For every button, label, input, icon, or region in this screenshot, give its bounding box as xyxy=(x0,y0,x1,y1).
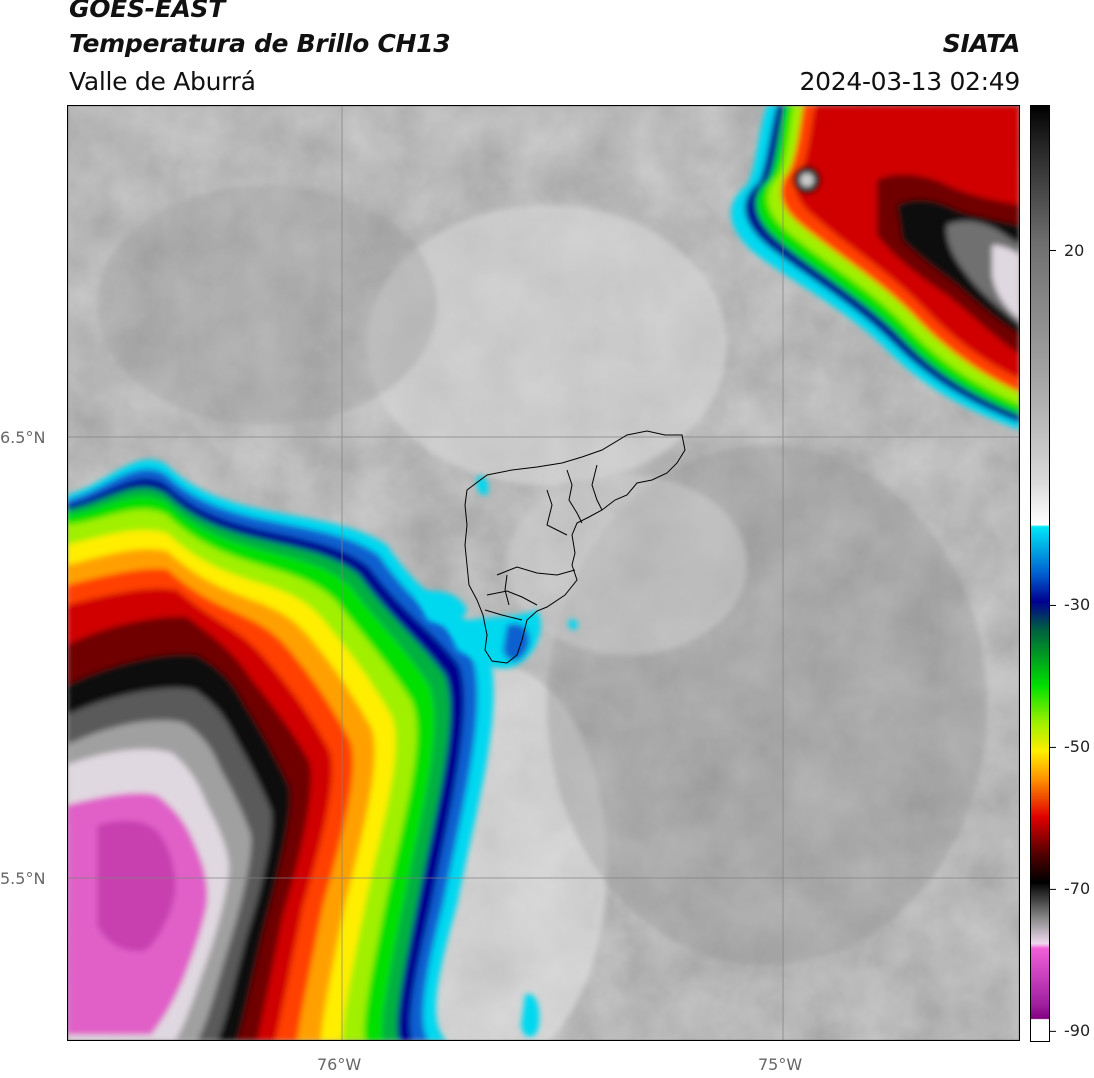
colorbar-gradient xyxy=(1030,105,1050,1042)
colorbar xyxy=(1030,105,1056,1042)
lat-label-5-5n: 5.5°N xyxy=(0,869,46,888)
lat-label-6-5n: 6.5°N xyxy=(0,428,46,447)
datetime-label: 2024-03-13 02:49 xyxy=(799,67,1021,96)
colorbar-tick-label: -50 xyxy=(1064,737,1091,757)
storm-southwest xyxy=(67,459,494,1041)
org-label: SIATA xyxy=(942,29,1021,58)
lon-label-76w: 76°W xyxy=(317,1055,362,1074)
municipal-boundaries xyxy=(464,430,686,664)
colorbar-tick-label: 20 xyxy=(1064,240,1085,260)
satellite-title: GOES-EAST xyxy=(69,0,226,23)
satellite-map xyxy=(67,105,1020,1041)
colorbar-tick-label: -90 xyxy=(1064,1021,1091,1041)
region-subtitle: Valle de Aburrá xyxy=(69,67,256,96)
gridlines xyxy=(67,105,1020,1041)
colorbar-tick-label: -70 xyxy=(1064,879,1091,899)
storm-northeast xyxy=(730,105,1020,430)
product-title: Temperatura de Brillo CH13 xyxy=(69,29,451,58)
lon-label-75w: 75°W xyxy=(758,1055,803,1074)
colorbar-tick-label: -30 xyxy=(1064,595,1091,615)
